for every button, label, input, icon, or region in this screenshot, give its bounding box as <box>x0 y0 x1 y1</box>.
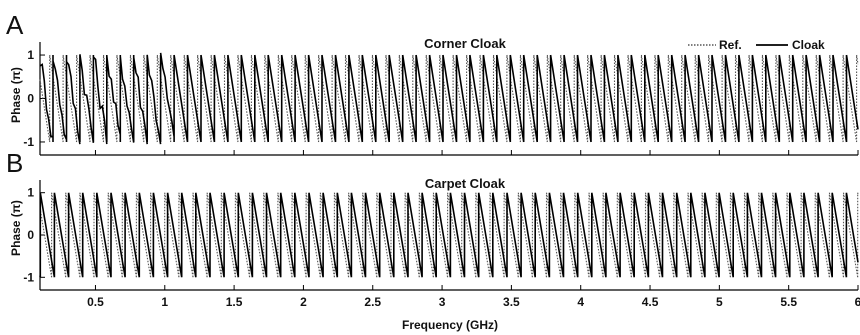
panel-a-title: Corner Cloak <box>424 36 506 51</box>
panel-b-xtick-label: 4.5 <box>642 295 659 309</box>
panel-b-xtick-label: 3.5 <box>503 295 520 309</box>
panel-b-series-cloak <box>39 192 859 278</box>
panel-b-series-ref <box>39 192 859 278</box>
panel-a: A Corner Cloak Phase (π) Ref. Cloak 1 0 -1 <box>6 10 859 156</box>
panel-b-xtick-label: 5.5 <box>780 295 797 309</box>
panel-b-xtick-label: 4 <box>577 295 584 309</box>
panel-b-ytick-label: 0 <box>27 228 34 242</box>
panel-b-series <box>39 192 859 278</box>
panel-a-series <box>39 52 859 145</box>
panel-a-ytick-label: 1 <box>27 48 34 62</box>
panel-a-legend: Ref. Cloak <box>688 38 825 52</box>
panel-b: B Carpet Cloak Phase (π) 1 0 -1 0.5 1 1.5 2 2.5… <box>6 148 860 332</box>
legend-ref-label: Ref. <box>719 38 742 52</box>
panel-b-title: Carpet Cloak <box>425 176 506 191</box>
panel-b-xtick-label: 2.5 <box>364 295 381 309</box>
panel-b-xtick-label: 6 <box>855 295 860 309</box>
panel-a-ylabel: Phase (π) <box>9 67 23 123</box>
panel-b-xtick-label: 2 <box>300 295 307 309</box>
panel-a-ytick-label: 0 <box>27 92 34 106</box>
panel-b-xtick-label: 1.5 <box>226 295 243 309</box>
legend-cloak-label: Cloak <box>792 38 825 52</box>
panel-b-xtick-label: 5 <box>716 295 723 309</box>
panel-b-ylabel: Phase (π) <box>9 200 23 256</box>
panel-a-ytick-label: -1 <box>23 135 34 149</box>
panel-a-series-cloak <box>39 52 859 145</box>
panel-b-xtick-label: 1 <box>161 295 168 309</box>
panel-b-ytick-label: 1 <box>27 186 34 200</box>
x-axis-label: Frequency (GHz) <box>402 318 498 332</box>
panel-b-xtick-label: 3 <box>439 295 446 309</box>
panel-a-axes: 1 0 -1 <box>23 42 859 156</box>
panel-b-xtick-label: 0.5 <box>87 295 104 309</box>
panel-b-ytick-label: -1 <box>23 270 34 284</box>
panel-letter-a: A <box>6 10 24 40</box>
panel-letter-b: B <box>6 148 23 178</box>
panel-a-series-ref <box>39 54 859 143</box>
